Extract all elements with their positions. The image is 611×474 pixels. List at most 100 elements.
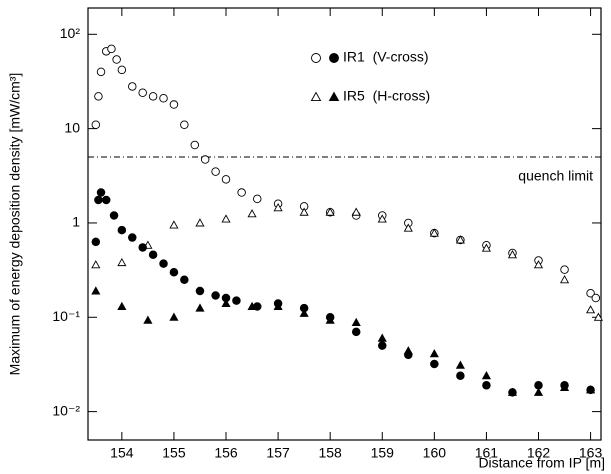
point	[559, 275, 570, 284]
point	[138, 88, 147, 98]
point	[117, 225, 127, 235]
point	[91, 286, 101, 295]
point	[299, 308, 309, 317]
point	[109, 211, 119, 220]
point	[195, 286, 205, 296]
point	[586, 288, 595, 298]
point	[377, 333, 387, 342]
legend-marker	[328, 91, 340, 102]
point	[232, 296, 241, 305]
point	[593, 312, 603, 321]
point	[273, 301, 283, 311]
point	[138, 243, 147, 252]
point	[159, 259, 168, 268]
point	[351, 207, 361, 216]
point	[325, 207, 335, 216]
point	[94, 195, 103, 205]
plot-frame	[87, 7, 602, 441]
point	[96, 188, 106, 197]
point	[403, 346, 413, 355]
point	[180, 275, 189, 284]
point	[195, 303, 205, 312]
point	[117, 65, 127, 75]
point	[148, 250, 158, 260]
point	[117, 301, 127, 311]
point	[221, 298, 231, 307]
point	[107, 44, 116, 54]
legend-label: IR1 (V-cross)	[343, 49, 429, 65]
point	[429, 228, 439, 237]
point	[159, 93, 168, 103]
y-tick-label: 10²	[60, 25, 81, 41]
point	[128, 233, 137, 242]
point	[169, 312, 179, 321]
y-tick-label: 1	[72, 214, 80, 230]
point	[190, 140, 200, 150]
x-tick-label: 161	[475, 445, 499, 461]
point	[430, 359, 439, 369]
point	[351, 327, 361, 337]
y-tick-label: 10⁻²	[52, 402, 80, 418]
point	[96, 67, 106, 77]
point	[91, 237, 101, 247]
point	[221, 214, 231, 223]
point	[481, 371, 491, 380]
point	[253, 194, 262, 204]
point	[299, 207, 309, 216]
point	[200, 155, 210, 164]
point	[377, 214, 387, 223]
y-tick-label: 10⁻¹	[52, 308, 80, 324]
point	[211, 291, 220, 300]
point	[91, 260, 101, 269]
point	[247, 301, 257, 311]
point	[128, 82, 137, 91]
quench-label: quench limit	[518, 168, 593, 184]
legend-marker	[329, 53, 339, 63]
legend-marker	[310, 91, 322, 102]
point	[533, 387, 544, 396]
point	[117, 257, 127, 267]
point	[507, 387, 518, 396]
point	[221, 175, 231, 184]
point	[586, 385, 596, 394]
point	[586, 305, 596, 314]
x-axis-label: Distance from IP [m]	[478, 455, 605, 471]
point	[456, 371, 465, 380]
point	[533, 260, 544, 269]
point	[482, 381, 491, 390]
x-tick-label: 159	[371, 445, 395, 461]
point	[169, 100, 179, 109]
legend-marker	[311, 53, 321, 63]
x-tick-label: 156	[214, 445, 238, 461]
point	[591, 293, 601, 303]
point	[481, 243, 491, 252]
y-tick-label: 10	[64, 119, 80, 135]
point	[560, 265, 569, 274]
y-axis-label: Maximum of energy deposition density [mW…	[7, 73, 23, 376]
x-tick-label: 155	[162, 445, 186, 461]
point	[429, 349, 439, 358]
point	[211, 167, 220, 176]
point	[351, 317, 361, 327]
point	[169, 268, 179, 277]
x-tick-label: 154	[110, 445, 134, 461]
point	[237, 188, 246, 197]
point	[378, 341, 387, 350]
point	[148, 92, 158, 101]
point	[112, 55, 121, 64]
point	[507, 250, 518, 259]
point	[143, 315, 153, 324]
point	[325, 315, 335, 324]
point	[403, 223, 413, 232]
point	[195, 218, 205, 227]
point	[101, 195, 111, 205]
point	[91, 120, 101, 129]
point	[180, 120, 189, 129]
point	[455, 360, 465, 369]
point	[94, 92, 103, 101]
x-tick-label: 157	[266, 445, 290, 461]
x-tick-label: 163	[579, 445, 603, 461]
point	[169, 220, 179, 229]
point	[273, 203, 283, 212]
